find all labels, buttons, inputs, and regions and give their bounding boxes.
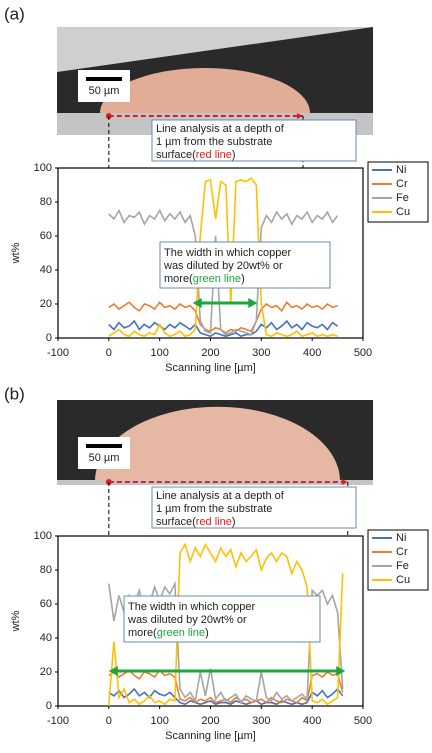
y-tick-label: 100	[34, 530, 52, 542]
x-tick-label: -100	[47, 347, 69, 359]
y-tick-label: 60	[40, 230, 52, 242]
x-tick-label: 300	[252, 347, 270, 359]
arrowhead	[108, 666, 118, 676]
note-line: was diluted by 20wt% or	[127, 614, 247, 626]
y-tick-label: 40	[40, 264, 52, 276]
legend-label: Fe	[396, 560, 409, 572]
note-line: The width in which copper	[164, 247, 292, 259]
x-tick-label: 100	[150, 715, 168, 727]
note-text: surface(	[156, 149, 196, 161]
arrowhead	[192, 298, 202, 308]
y-tick-label: 40	[40, 632, 52, 644]
note-box	[151, 486, 357, 529]
x-axis-label: Scanning line [µm]	[165, 730, 256, 742]
note-text: )	[205, 627, 209, 639]
micrograph-a	[57, 27, 373, 135]
note-text: red line	[196, 516, 232, 528]
series-line	[108, 208, 339, 336]
note-box	[123, 595, 321, 643]
legend-label: Cr	[396, 546, 408, 558]
x-axis-label: Scanning line [µm]	[165, 362, 256, 374]
y-tick-label: 0	[46, 700, 52, 712]
x-tick-label: 0	[106, 715, 112, 727]
note-text: )	[241, 273, 245, 285]
note-line: The width in which copper	[128, 601, 256, 613]
note-text: surface(	[156, 516, 196, 528]
x-tick-label: -100	[47, 715, 69, 727]
series-line	[108, 177, 338, 338]
scale-bar-label: 50 µm	[89, 85, 120, 97]
arrowhead	[248, 298, 258, 308]
y-tick-label: 60	[40, 598, 52, 610]
x-tick-label: 500	[354, 347, 372, 359]
panel-label: (b)	[4, 384, 25, 403]
panel-label: (a)	[4, 4, 25, 23]
y-tick-label: 80	[40, 564, 52, 576]
arrowhead	[336, 666, 346, 676]
x-tick-label: 200	[201, 347, 219, 359]
note-line: surface(red line)	[156, 516, 236, 528]
series-line	[108, 669, 344, 704]
y-tick-label: 0	[46, 332, 52, 344]
y-tick-label: 20	[40, 666, 52, 678]
x-tick-label: 400	[303, 715, 321, 727]
legend-label: Ni	[396, 532, 406, 544]
note-line: Line analysis at a depth of	[156, 123, 285, 135]
analysis-arrowhead	[297, 113, 304, 119]
note-line: was diluted by 20wt% or	[163, 260, 283, 272]
x-tick-label: 500	[354, 715, 372, 727]
note-text: green line	[157, 627, 205, 639]
y-axis-label: wt%	[10, 610, 22, 632]
note-box	[151, 119, 357, 162]
legend-label: Cr	[396, 178, 408, 190]
legend-box	[367, 161, 429, 223]
note-line: Line analysis at a depth of	[156, 490, 285, 502]
note-line: 1 µm from the substrate	[156, 136, 272, 148]
scale-bar-label: 50 µm	[89, 452, 120, 464]
legend-label: Cu	[396, 574, 410, 586]
note-line: surface(red line)	[156, 149, 236, 161]
x-tick-label: 100	[150, 347, 168, 359]
note-line: more(green line)	[128, 627, 209, 639]
legend-box	[367, 529, 429, 591]
x-tick-label: 0	[106, 347, 112, 359]
legend-label: Cu	[396, 206, 410, 218]
note-text: )	[232, 516, 236, 528]
micrograph-b	[57, 400, 373, 485]
y-tick-label: 20	[40, 298, 52, 310]
x-tick-label: 300	[252, 715, 270, 727]
y-tick-label: 100	[34, 162, 52, 174]
legend-label: Ni	[396, 164, 406, 176]
series-line	[108, 319, 339, 338]
note-text: red line	[196, 149, 232, 161]
note-text: more(	[164, 273, 193, 285]
y-tick-label: 80	[40, 196, 52, 208]
legend-label: Fe	[396, 192, 409, 204]
note-line: 1 µm from the substrate	[156, 503, 272, 515]
x-tick-label: 400	[303, 347, 321, 359]
analysis-arrowhead	[341, 479, 348, 485]
note-text: )	[232, 149, 236, 161]
note-text: more(	[128, 627, 157, 639]
note-box	[159, 241, 331, 289]
x-tick-label: 200	[201, 715, 219, 727]
series-line	[108, 687, 344, 706]
note-text: green line	[193, 273, 241, 285]
y-axis-label: wt%	[10, 242, 22, 264]
note-line: more(green line)	[164, 273, 245, 285]
series-line	[108, 542, 344, 707]
